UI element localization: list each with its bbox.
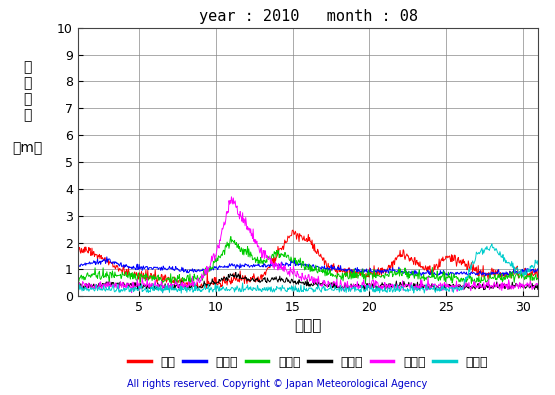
Line: 松前: 松前: [78, 230, 538, 288]
江ノ島: [139, 265, 146, 270]
石廈崎: [535, 277, 542, 282]
福江島: [272, 260, 279, 265]
佐多岸: [271, 288, 278, 293]
佐多岸: [139, 289, 145, 294]
江ノ島: [289, 260, 296, 265]
佐多岸: [417, 288, 423, 293]
松前: [535, 278, 542, 282]
江ノ島: [76, 264, 83, 269]
福江島: [159, 290, 166, 295]
経ヶ岸: [406, 280, 412, 285]
佐多岸: [488, 241, 495, 246]
経ヶ岸: [417, 282, 423, 286]
経ヶ岸: [139, 284, 145, 289]
石廈崎: [290, 260, 296, 265]
Line: 経ヶ岸: 経ヶ岸: [78, 272, 538, 291]
江ノ島: [406, 269, 412, 274]
Line: 石廈崎: 石廈崎: [78, 237, 538, 286]
経ヶ岸: [233, 270, 239, 275]
石廈崎: [272, 250, 279, 255]
福江島: [139, 276, 145, 280]
福江島: [228, 194, 235, 199]
佐多岸: [74, 288, 81, 292]
経ヶ岸: [535, 282, 542, 286]
福江島: [535, 282, 542, 287]
経ヶ岸: [289, 277, 296, 282]
松前: [406, 259, 413, 263]
松前: [139, 276, 145, 281]
江ノ島: [74, 263, 81, 267]
松前: [193, 286, 200, 291]
松前: [271, 254, 278, 259]
経ヶ岸: [271, 277, 278, 282]
Legend: 松前, 江ノ島, 石廈崎, 経ヶ岸, 福江島, 佐多岸: 松前, 江ノ島, 石廈崎, 経ヶ岸, 福江島, 佐多岸: [123, 351, 493, 374]
松前: [76, 245, 83, 250]
石廈崎: [139, 273, 145, 278]
江ノ島: [535, 269, 542, 274]
Line: 佐多岸: 佐多岸: [78, 244, 538, 293]
江ノ島: [482, 273, 489, 278]
佐多岸: [289, 289, 296, 293]
松前: [417, 265, 424, 269]
Title: year : 2010   month : 08: year : 2010 month : 08: [199, 9, 417, 24]
江ノ島: [271, 263, 278, 267]
佐多岸: [178, 291, 185, 295]
Line: 福江島: 福江島: [78, 197, 538, 293]
福江島: [290, 272, 296, 276]
石廈崎: [174, 283, 180, 288]
Text: 有
義
波
高

（m）: 有 義 波 高 （m）: [12, 60, 42, 155]
Line: 江ノ島: 江ノ島: [78, 257, 538, 276]
石廈崎: [406, 275, 413, 280]
佐多岸: [406, 287, 412, 292]
江ノ島: [104, 254, 110, 259]
石廈崎: [76, 275, 83, 280]
石廈崎: [74, 281, 81, 286]
経ヶ岸: [76, 282, 83, 287]
松前: [290, 228, 296, 232]
石廈崎: [417, 277, 424, 282]
江ノ島: [417, 270, 423, 275]
福江島: [76, 281, 83, 286]
経ヶ岸: [432, 289, 439, 293]
石廈崎: [228, 234, 234, 239]
松前: [74, 246, 81, 250]
福江島: [406, 282, 413, 287]
福江島: [74, 284, 81, 288]
佐多岸: [535, 258, 542, 263]
Text: All rights reserved. Copyright © Japan Meteorological Agency: All rights reserved. Copyright © Japan M…: [128, 379, 427, 389]
X-axis label: （日）: （日）: [294, 318, 322, 333]
佐多岸: [76, 282, 83, 287]
経ヶ岸: [74, 285, 81, 290]
福江島: [417, 278, 424, 282]
松前: [289, 228, 296, 233]
